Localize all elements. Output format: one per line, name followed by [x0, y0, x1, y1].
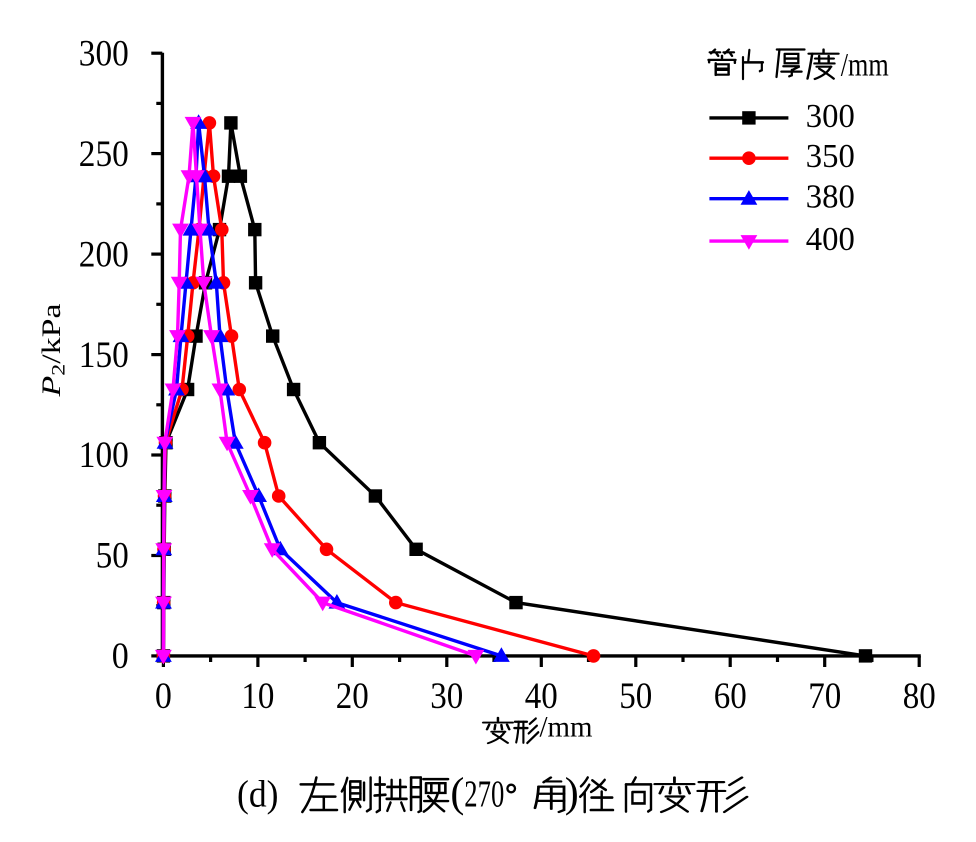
svg-text:100: 100	[79, 435, 129, 476]
svg-text:(: (	[450, 771, 464, 817]
svg-text:20: 20	[336, 676, 369, 717]
svg-text:/mm: /mm	[540, 711, 593, 744]
svg-text:0: 0	[112, 636, 129, 677]
svg-text:0: 0	[155, 676, 172, 717]
svg-text:40: 40	[525, 676, 558, 717]
svg-text:270: 270	[464, 774, 504, 816]
svg-text:10: 10	[241, 676, 274, 717]
svg-text:300: 300	[79, 33, 129, 74]
svg-text:60: 60	[714, 676, 747, 717]
svg-text:70: 70	[808, 676, 841, 717]
svg-text:P2/kPa: P2/kPa	[36, 303, 70, 398]
svg-text:400: 400	[806, 221, 855, 258]
svg-text:200: 200	[79, 234, 129, 275]
svg-text:50: 50	[619, 676, 652, 717]
svg-text:150: 150	[79, 335, 129, 376]
svg-text:300: 300	[806, 98, 855, 135]
svg-text:50: 50	[96, 536, 129, 577]
svg-text:): )	[565, 771, 579, 817]
svg-text:250: 250	[79, 134, 129, 175]
svg-text:(d): (d)	[237, 774, 279, 816]
svg-text:350: 350	[806, 138, 855, 175]
svg-text:30: 30	[430, 676, 463, 717]
svg-text:380: 380	[806, 179, 855, 216]
svg-text:/mm: /mm	[841, 48, 889, 84]
svg-text:80: 80	[903, 676, 936, 717]
